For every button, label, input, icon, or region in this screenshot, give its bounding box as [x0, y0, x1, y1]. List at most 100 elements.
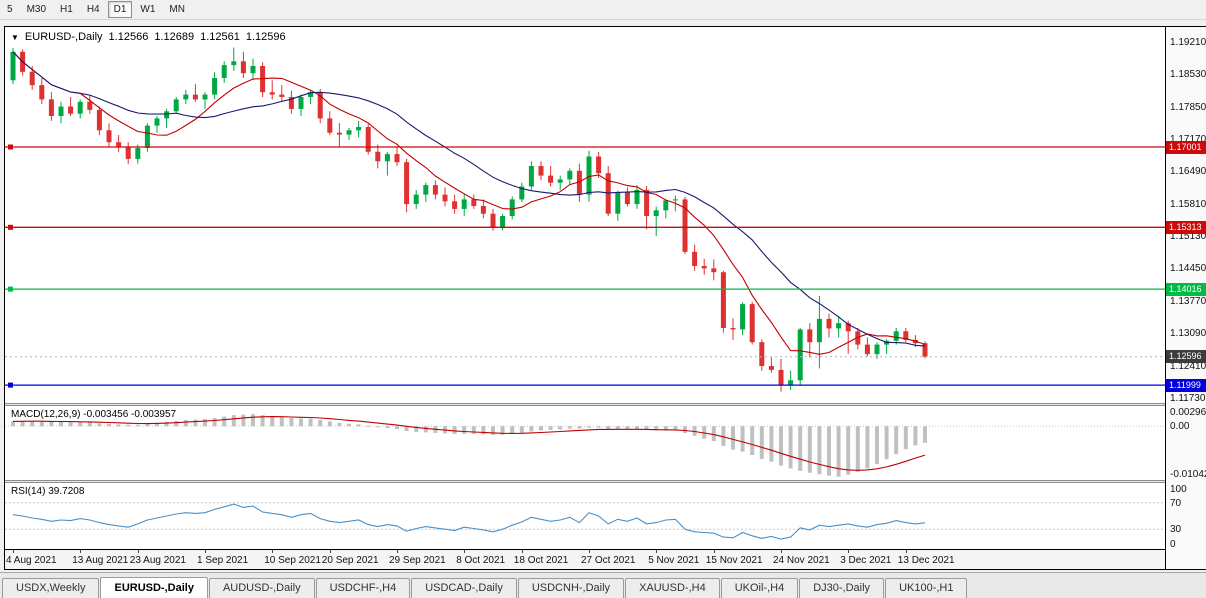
chart-menu-icon[interactable]: ▼ — [11, 32, 19, 42]
macd-signal-line — [12, 416, 926, 471]
current-price-box: 1.12596 — [1166, 350, 1206, 364]
date-axis-label: 27 Oct 2021 — [581, 555, 636, 566]
price-axis-label: 1.17850 — [1170, 101, 1206, 113]
date-axis-label: 20 Sep 2021 — [321, 555, 379, 566]
level-line-handle — [8, 286, 13, 292]
macd-axis-label: -0.01042 — [1170, 469, 1206, 480]
macd-indicator-label: MACD(12,26,9) -0.003456 -0.003957 — [11, 409, 177, 420]
ohlc-low: 1.12561 — [200, 31, 240, 43]
date-axis-label: 4 Aug 2021 — [6, 555, 57, 566]
timeframe-button-d1[interactable]: D1 — [107, 1, 133, 18]
chart-symbol-period: EURUSD-,Daily — [24, 31, 103, 43]
chart-window: ▼ EURUSD-,Daily 1.12566 1.12689 1.12561 … — [4, 26, 1206, 570]
date-tick — [329, 550, 331, 553]
price-axis-label: 1.12410 — [1170, 360, 1206, 372]
date-axis-label: 3 Dec 2021 — [840, 555, 892, 566]
time-scale[interactable]: 4 Aug 2021 13 Aug 2021 23 Aug 2021 1 Sep 20… — [5, 549, 1165, 569]
price-axis-label: 1.15810 — [1170, 198, 1206, 210]
date-tick — [397, 550, 398, 553]
rsi-axis-label: 100 — [1170, 484, 1187, 495]
price-scale[interactable]: 1.19210 1.18530 1.17850 1.17170 1.16490 1.158… — [1166, 27, 1206, 569]
chart-tab-usdcaddaily[interactable]: USDCAD-,Daily — [411, 578, 517, 598]
date-tick — [13, 550, 14, 553]
date-tick — [656, 550, 658, 553]
chart-tab-audusddaily[interactable]: AUDUSD-,Daily — [208, 578, 315, 598]
level-price-box: 1.14016 — [1166, 282, 1206, 296]
chart-tab-uk100h1[interactable]: UK100-,H1 — [885, 578, 968, 598]
chart-tab-usdchfh4[interactable]: USDCHF-,H4 — [315, 578, 411, 598]
price-axis-label: 1.13770 — [1170, 295, 1206, 307]
pane-splitter[interactable] — [5, 403, 1165, 406]
date-axis-label: 13 Aug 2021 — [72, 555, 129, 566]
candle-bodies — [10, 51, 928, 386]
date-tick — [848, 550, 850, 553]
price-axis-label: 1.17170 — [1170, 133, 1206, 145]
ohlc-open: 1.12566 — [108, 31, 149, 43]
level-price-box: 1.11999 — [1166, 378, 1206, 392]
timeframe-button-h4[interactable]: H4 — [86, 4, 100, 15]
date-tick — [272, 550, 274, 553]
price-axis-label: 1.11730 — [1170, 393, 1206, 404]
price-axis-label: 1.14450 — [1170, 263, 1206, 275]
rsi-line — [12, 503, 926, 540]
chart-title: ▼ EURUSD-,Daily 1.12566 1.12689 1.12561 … — [11, 31, 286, 43]
timeframe-button-mn[interactable]: MN — [169, 4, 185, 15]
price-axis-label: 1.19210 — [1170, 36, 1206, 48]
date-tick — [905, 550, 907, 553]
date-axis-label: 18 Oct 2021 — [513, 555, 569, 566]
macd-pane-canvas[interactable] — [5, 406, 1165, 480]
timeframe-button-w1[interactable]: W1 — [140, 4, 156, 15]
price-axis-label: 1.15130 — [1170, 231, 1206, 242]
price-scale-separator — [1165, 27, 1166, 569]
ma-fast-line — [12, 51, 926, 355]
date-axis-label: 24 Nov 2021 — [773, 555, 830, 566]
chart-tab-usdcnhdaily[interactable]: USDCNH-,Daily — [517, 578, 625, 598]
ohlc-high: 1.12689 — [154, 31, 195, 43]
ma-slow-line — [12, 51, 926, 347]
rsi-axis-label: 30 — [1170, 524, 1182, 536]
chart-tab-dj30daily[interactable]: DJ30-,Daily — [799, 578, 885, 598]
ohlc-close: 1.12596 — [245, 31, 286, 43]
date-tick — [205, 550, 206, 553]
macd-axis-label: 0.00 — [1170, 421, 1190, 433]
price-axis-label: 1.13090 — [1170, 328, 1206, 340]
chart-tab-ukoilh4[interactable]: UKOil-,H4 — [720, 578, 799, 598]
price-axis-label: 1.18530 — [1170, 69, 1206, 81]
date-tick — [589, 550, 590, 553]
date-axis-label: 5 Nov 2021 — [648, 555, 700, 566]
date-axis-label: 8 Oct 2021 — [456, 555, 506, 566]
level-price-box: 1.15313 — [1166, 220, 1206, 234]
date-tick — [80, 550, 82, 553]
chart-tab-usdxweekly[interactable]: USDX,Weekly — [2, 578, 100, 598]
timeframe-button-h1[interactable]: H1 — [60, 4, 73, 15]
pane-splitter[interactable] — [5, 480, 1165, 483]
rsi-axis-label: 0 — [1170, 539, 1176, 550]
date-tick — [521, 550, 523, 553]
level-line-handle — [8, 144, 13, 150]
rsi-pane-canvas[interactable] — [5, 483, 1165, 549]
date-axis-label: 23 Aug 2021 — [129, 555, 186, 566]
rsi-indicator-label: RSI(14) 39.7208 — [11, 486, 85, 497]
level-line-handle — [8, 224, 13, 230]
chart-tab-xauusdh4[interactable]: XAUUSD-,H4 — [625, 578, 720, 598]
date-axis-label: 29 Sep 2021 — [389, 555, 446, 566]
level-price-box: 1.17001 — [1166, 140, 1206, 154]
timeframe-button-m30[interactable]: M30 — [26, 4, 47, 15]
date-tick — [713, 550, 715, 553]
date-tick — [781, 550, 782, 553]
date-axis-label: 1 Sep 2021 — [197, 555, 249, 566]
timeframe-toolbar: 5 M30 H1 H4 D1 W1 MN — [0, 0, 1206, 20]
date-tick — [464, 550, 466, 553]
candle-wicks — [12, 47, 926, 392]
price-axis-label: 1.16490 — [1170, 166, 1206, 178]
macd-axis-label: 0.00296 — [1170, 407, 1206, 418]
date-axis-label: 10 Sep 2021 — [264, 555, 321, 566]
date-axis-label: 15 Nov 2021 — [705, 555, 763, 566]
chart-tab-bar: USDX,Weekly EURUSD-,Daily AUDUSD-,Daily USD… — [0, 572, 1206, 598]
chart-tab-eurusddaily[interactable]: EURUSD-,Daily — [100, 577, 208, 598]
date-tick — [137, 550, 139, 553]
rsi-axis-label: 70 — [1170, 497, 1182, 509]
price-chart-canvas[interactable] — [5, 27, 1165, 403]
level-line-handle — [8, 382, 13, 388]
timeframe-button-5[interactable]: 5 — [7, 4, 13, 15]
